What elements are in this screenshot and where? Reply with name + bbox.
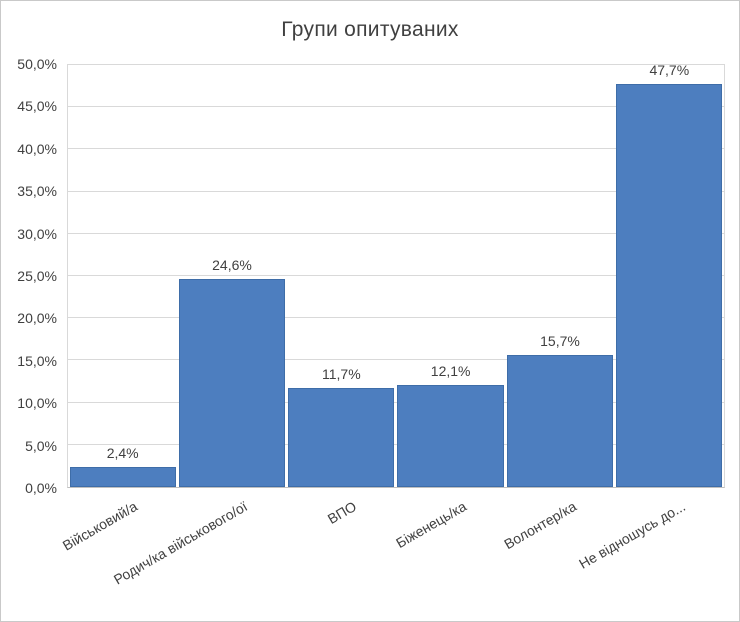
y-tick-label: 30,0%	[17, 225, 57, 242]
y-tick-label: 25,0%	[17, 268, 57, 284]
bar	[506, 354, 614, 487]
gridline	[68, 232, 724, 234]
bar-group: 11,7%	[287, 65, 396, 487]
y-tick-label: 45,0%	[17, 98, 57, 115]
y-tick-label: 20,0%	[17, 310, 57, 327]
bar-value-label: 15,7%	[540, 332, 580, 349]
plot-area: 2,4% 24,6% 11,7% 12,1% 15,7% 47,7%	[67, 62, 725, 488]
x-category-label: Не відношусь до...	[576, 498, 689, 572]
bar-series: 2,4% 24,6% 11,7% 12,1% 15,7% 47,7%	[68, 62, 724, 487]
x-category-label: Біженець/ка	[392, 498, 469, 552]
bar-value-label: 2,4%	[106, 444, 139, 461]
gridline	[68, 359, 724, 361]
bar-group: 2,4%	[68, 65, 177, 487]
bar	[397, 384, 504, 487]
gridline	[68, 317, 724, 319]
gridline	[68, 106, 724, 108]
bar-group: 15,7%	[505, 65, 614, 487]
bar-value-label: 12,1%	[430, 362, 471, 379]
y-tick-label: 5,0%	[25, 437, 57, 454]
bar-group: 12,1%	[396, 65, 505, 487]
y-tick-label: 35,0%	[17, 183, 57, 200]
x-category-label: ВПО	[324, 498, 360, 528]
bar-value-label: 47,7%	[649, 62, 690, 79]
chart-title: Групи опитуваних	[281, 18, 459, 41]
bar	[178, 279, 286, 487]
bar-value-label: 24,6%	[212, 257, 252, 274]
gridline	[68, 190, 724, 192]
x-category-label: Військовий/а	[59, 498, 140, 554]
bar	[69, 466, 176, 487]
bar-group: 47,7%	[615, 62, 724, 487]
gridline	[68, 401, 724, 403]
gridline	[68, 148, 724, 150]
bar-value-label: 11,7%	[321, 366, 361, 383]
y-tick-label: 40,0%	[17, 140, 57, 157]
bar-group: 24,6%	[177, 65, 286, 487]
y-tick-label: 50,0%	[17, 56, 57, 72]
gridline	[68, 275, 724, 276]
gridline	[68, 443, 724, 445]
y-tick-label: 15,0%	[17, 352, 57, 369]
x-category-label: Волонтер/ка	[500, 498, 579, 553]
y-tick-label: 0,0%	[25, 480, 57, 496]
gridline	[68, 64, 724, 65]
bar	[616, 84, 723, 487]
y-tick-label: 10,0%	[17, 395, 57, 412]
bar	[288, 388, 395, 487]
